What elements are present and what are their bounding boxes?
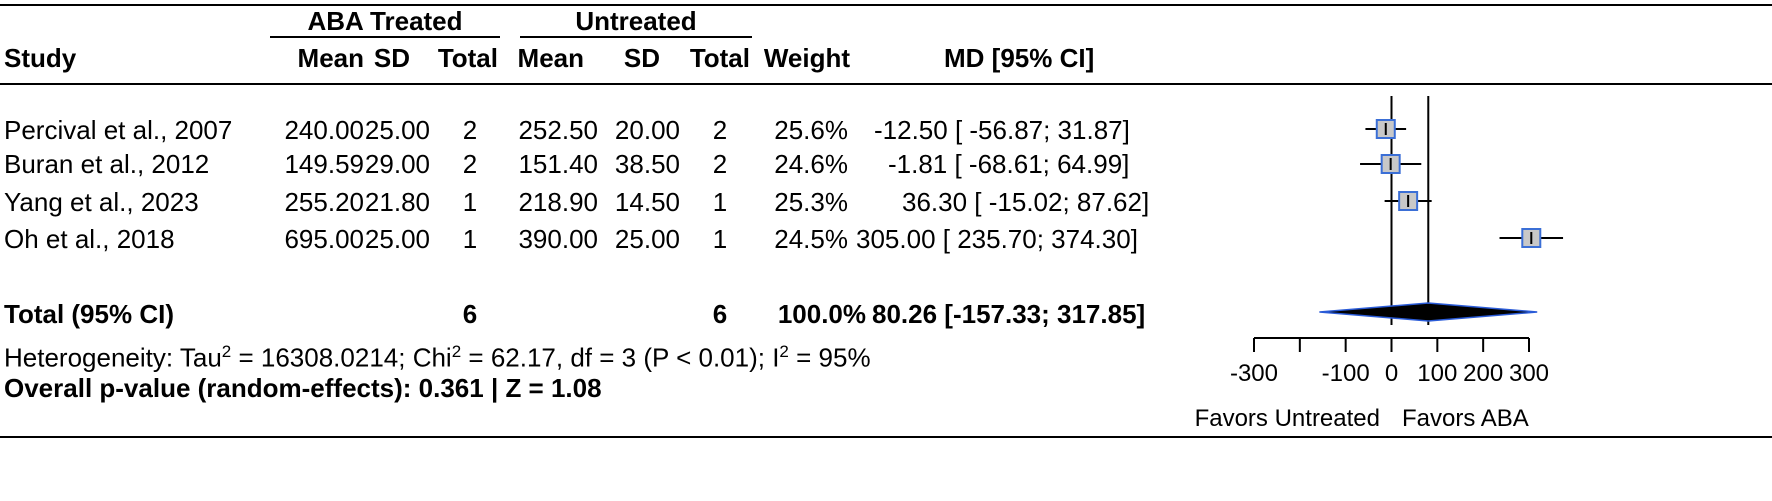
aba-total: 2	[462, 149, 478, 179]
total-md-ci: 80.26 [-157.33; 317.85]	[872, 299, 1146, 329]
aba-sd: 25.00	[364, 115, 430, 145]
x-tick-label: -100	[1322, 360, 1370, 387]
col-header-untreated-mean: Mean	[517, 43, 584, 73]
x-tick-label: -300	[1230, 360, 1278, 387]
pooled-diamond	[1319, 302, 1538, 322]
untreated-total: 2	[712, 115, 728, 145]
weight: 25.3%	[774, 187, 848, 217]
aba-mean: 240.00	[284, 115, 364, 145]
untreated-sd: 20.00	[614, 115, 680, 145]
untreated-total: 1	[712, 224, 728, 254]
col-header-untreated-total: Total	[689, 43, 750, 73]
col-header-untreated-sd: SD	[623, 43, 660, 73]
untreated-mean: 218.90	[518, 187, 598, 217]
group-header-aba: ABA Treated	[307, 6, 463, 36]
het-sup-chi: 2	[451, 342, 462, 361]
study-name: Oh et al., 2018	[4, 224, 175, 254]
untreated-sd: 25.00	[614, 224, 680, 254]
col-header-aba-total: Total	[437, 43, 498, 73]
total-weight: 100.0%	[777, 299, 866, 329]
favors-untreated-label: Favors Untreated	[1195, 405, 1380, 432]
col-header-weight: Weight	[763, 43, 850, 73]
x-tick-label: 100	[1417, 360, 1457, 387]
het-suffix: = 95%	[788, 342, 871, 373]
het-mid2: = 62.17, df = 3 (P < 0.01); I	[461, 342, 780, 373]
aba-mean: 695.00	[284, 224, 364, 254]
x-tick-label: 300	[1509, 360, 1549, 387]
top-rule	[0, 4, 1772, 6]
aba-sd: 25.00	[364, 224, 430, 254]
aba-sd: 29.00	[364, 149, 430, 179]
untreated-mean: 151.40	[518, 149, 598, 179]
aba-mean: 255.20	[284, 187, 364, 217]
het-sup-i: 2	[779, 342, 789, 361]
weight: 25.6%	[774, 115, 848, 145]
total-label: Total (95% CI)	[4, 299, 174, 329]
col-header-study: Study	[4, 43, 77, 73]
het-prefix: Heterogeneity: Tau	[4, 342, 222, 373]
study-name: Percival et al., 2007	[4, 115, 233, 145]
untreated-total: 1	[712, 187, 728, 217]
x-tick-label: 200	[1463, 360, 1503, 387]
aba-mean: 149.59	[284, 149, 364, 179]
total-untreated: 6	[712, 299, 728, 329]
untreated-group-rule	[520, 36, 752, 38]
total-aba: 6	[462, 299, 478, 329]
aba-total: 2	[462, 115, 478, 145]
header-bottom-rule	[0, 83, 1772, 85]
col-header-aba-sd: SD	[373, 43, 410, 73]
col-header-aba-mean: Mean	[297, 43, 364, 73]
group-header-untreated: Untreated	[575, 6, 697, 36]
favors-aba-label: Favors ABA	[1402, 405, 1529, 432]
study-name: Yang et al., 2023	[4, 187, 199, 217]
md-ci: 305.00 [ 235.70; 374.30]	[856, 224, 1138, 254]
md-ci: -1.81 [ -68.61; 64.99]	[888, 149, 1130, 179]
x-tick-label: 0	[1385, 360, 1398, 387]
study-name: Buran et al., 2012	[4, 149, 210, 179]
het-sup-tau: 2	[221, 342, 232, 361]
untreated-sd: 14.50	[614, 187, 680, 217]
untreated-mean: 390.00	[518, 224, 598, 254]
md-ci: 36.30 [ -15.02; 87.62]	[902, 187, 1150, 217]
aba-sd: 21.80	[364, 187, 430, 217]
col-header-md: MD [95% CI]	[944, 43, 1095, 73]
heterogeneity-text: Heterogeneity: Tau2 = 16308.0214; Chi2 =…	[4, 337, 871, 373]
md-ci: -12.50 [ -56.87; 31.87]	[874, 115, 1130, 145]
aba-group-rule	[270, 36, 500, 38]
aba-total: 1	[462, 224, 478, 254]
weight: 24.6%	[774, 149, 848, 179]
untreated-total: 2	[712, 149, 728, 179]
bottom-rule	[0, 436, 1772, 438]
het-mid1: = 16308.0214; Chi	[231, 342, 452, 373]
weight: 24.5%	[774, 224, 848, 254]
aba-total: 1	[462, 187, 478, 217]
untreated-sd: 38.50	[614, 149, 680, 179]
overall-pvalue: Overall p-value (random-effects): 0.361 …	[4, 373, 602, 403]
untreated-mean: 252.50	[518, 115, 598, 145]
